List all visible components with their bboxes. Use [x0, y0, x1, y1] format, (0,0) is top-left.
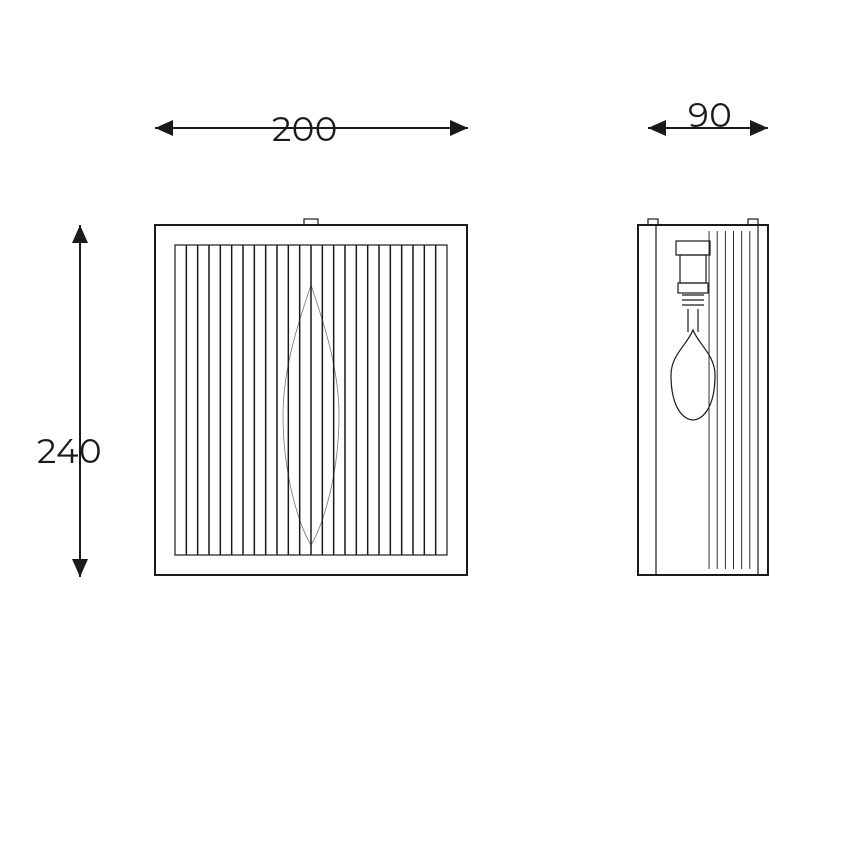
technical-drawing — [0, 0, 868, 868]
dimension-width-label: 200 — [272, 108, 338, 150]
dimension-height-label: 240 — [37, 430, 102, 472]
dimension-depth-label: 90 — [688, 94, 732, 136]
